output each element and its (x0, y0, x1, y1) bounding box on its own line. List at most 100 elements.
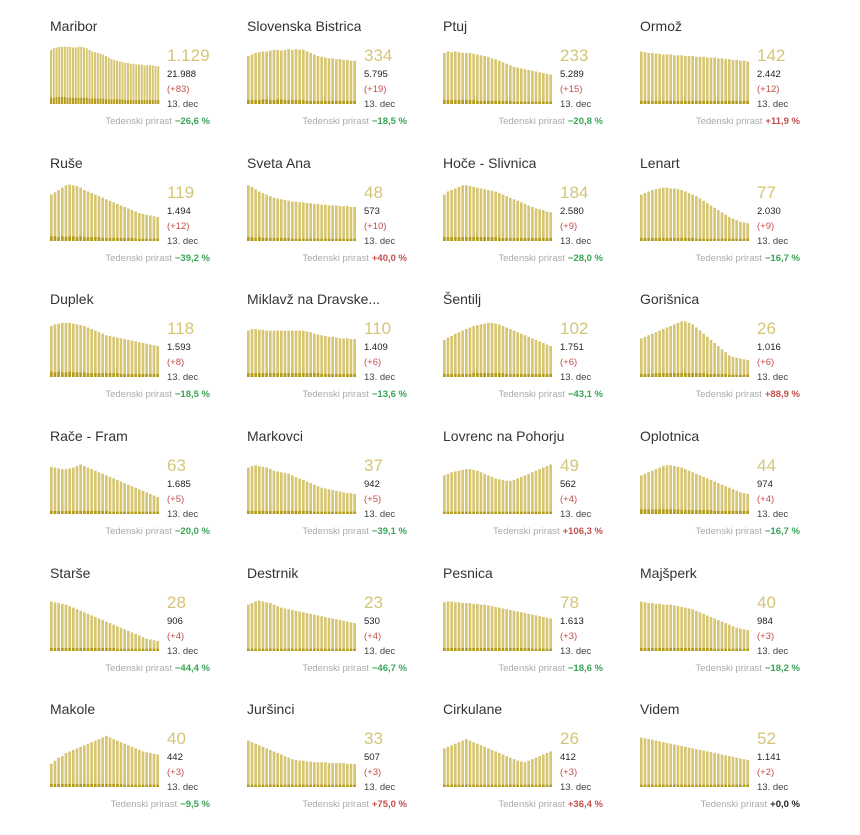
bar-new-cases (123, 511, 126, 514)
bar (494, 606, 497, 651)
bar-new-cases (156, 648, 159, 651)
bar-new-cases (476, 237, 479, 241)
bar (549, 74, 552, 104)
bar (483, 604, 486, 651)
bar (501, 754, 505, 787)
bar (53, 324, 57, 377)
bar-new-cases (702, 373, 705, 377)
bar (107, 57, 110, 104)
bar (468, 740, 472, 787)
bar (113, 59, 116, 104)
bar (116, 60, 118, 104)
bar-new-cases (490, 373, 494, 377)
bar (549, 751, 552, 787)
bar (254, 743, 257, 787)
bar-new-cases (149, 648, 152, 651)
bar (97, 196, 101, 241)
bar (50, 49, 52, 104)
date-label: 13. dec (757, 99, 789, 110)
bar-new-cases (72, 236, 75, 241)
active-cases-value: 52 (757, 729, 776, 748)
bar (665, 742, 669, 787)
bar (335, 59, 338, 104)
bar-new-cases (269, 237, 272, 241)
weekly-growth-label: Tedenski prirast (695, 389, 762, 400)
bar (498, 60, 501, 104)
bar (61, 756, 64, 787)
bar (487, 189, 490, 241)
weekly-growth: Tedenski prirast −28,0 % (498, 253, 603, 264)
bar (684, 56, 687, 104)
bar (83, 189, 86, 241)
bar (346, 59, 349, 104)
bar (61, 46, 63, 104)
bar-new-cases (132, 100, 135, 104)
bar (283, 330, 287, 377)
bar-new-cases (684, 510, 687, 514)
bar-new-cases (141, 511, 145, 514)
bar (324, 336, 327, 377)
bar (662, 187, 665, 241)
chart-title: Markovci (247, 428, 304, 444)
bar (735, 220, 738, 241)
bar-new-cases (346, 511, 349, 514)
bar-new-cases (108, 373, 112, 377)
bar (152, 345, 156, 377)
bar-chart (247, 465, 356, 514)
bar (83, 745, 86, 787)
bar-new-cases (276, 784, 279, 787)
bar-new-cases (342, 373, 345, 377)
bar-chart (443, 464, 552, 514)
bar-new-cases (505, 647, 508, 651)
bar (446, 191, 450, 241)
active-cases-value: 26 (757, 319, 776, 338)
bar-new-cases (123, 237, 126, 241)
bar-new-cases (687, 373, 691, 377)
bar-new-cases (320, 511, 323, 514)
bar-new-cases (101, 373, 104, 377)
bar (112, 624, 115, 651)
municipality-chart: Cirkulane 26 412 (+3) 13. dec Tedenski priras… (431, 701, 627, 835)
bar-new-cases (118, 99, 121, 104)
bar (258, 600, 261, 651)
bar (291, 610, 294, 651)
bar (346, 338, 349, 377)
bar-new-cases (75, 237, 79, 241)
bar (542, 467, 545, 514)
bar-new-cases (141, 373, 145, 377)
bar-new-cases (717, 238, 720, 241)
bar (676, 55, 680, 104)
bar-new-cases (490, 647, 494, 651)
bar (695, 610, 698, 651)
bar (309, 483, 312, 514)
bar (702, 750, 705, 787)
bar-chart (640, 737, 749, 787)
bar (446, 473, 450, 514)
bar (512, 199, 516, 241)
bar-new-cases (542, 511, 545, 514)
bar (549, 346, 552, 377)
bar-new-cases (276, 648, 279, 651)
municipality-chart: Makole 40 442 (+3) 13. dec Tedenski prirast −9… (38, 701, 234, 835)
daily-delta: (+8) (167, 357, 185, 368)
bar-new-cases (261, 373, 265, 377)
bar-new-cases (57, 510, 60, 514)
bar (446, 337, 450, 377)
bar-new-cases (654, 784, 658, 787)
bar (157, 66, 160, 104)
bar-new-cases (527, 647, 530, 651)
bar (443, 339, 446, 377)
bar-new-cases (673, 237, 676, 241)
active-cases-value: 23 (364, 593, 383, 612)
bar-new-cases (538, 784, 541, 787)
bar-new-cases (735, 238, 738, 241)
municipality-chart: Videm 52 1.141 (+2) 13. dec Tedenski prirast +… (628, 701, 824, 835)
bar (643, 602, 647, 651)
daily-delta: (+10) (364, 221, 387, 232)
bar-new-cases (531, 237, 534, 241)
bar-new-cases (327, 784, 331, 787)
bar (512, 330, 516, 377)
bar-new-cases (83, 237, 86, 241)
bar (706, 478, 709, 514)
bar (720, 754, 724, 787)
